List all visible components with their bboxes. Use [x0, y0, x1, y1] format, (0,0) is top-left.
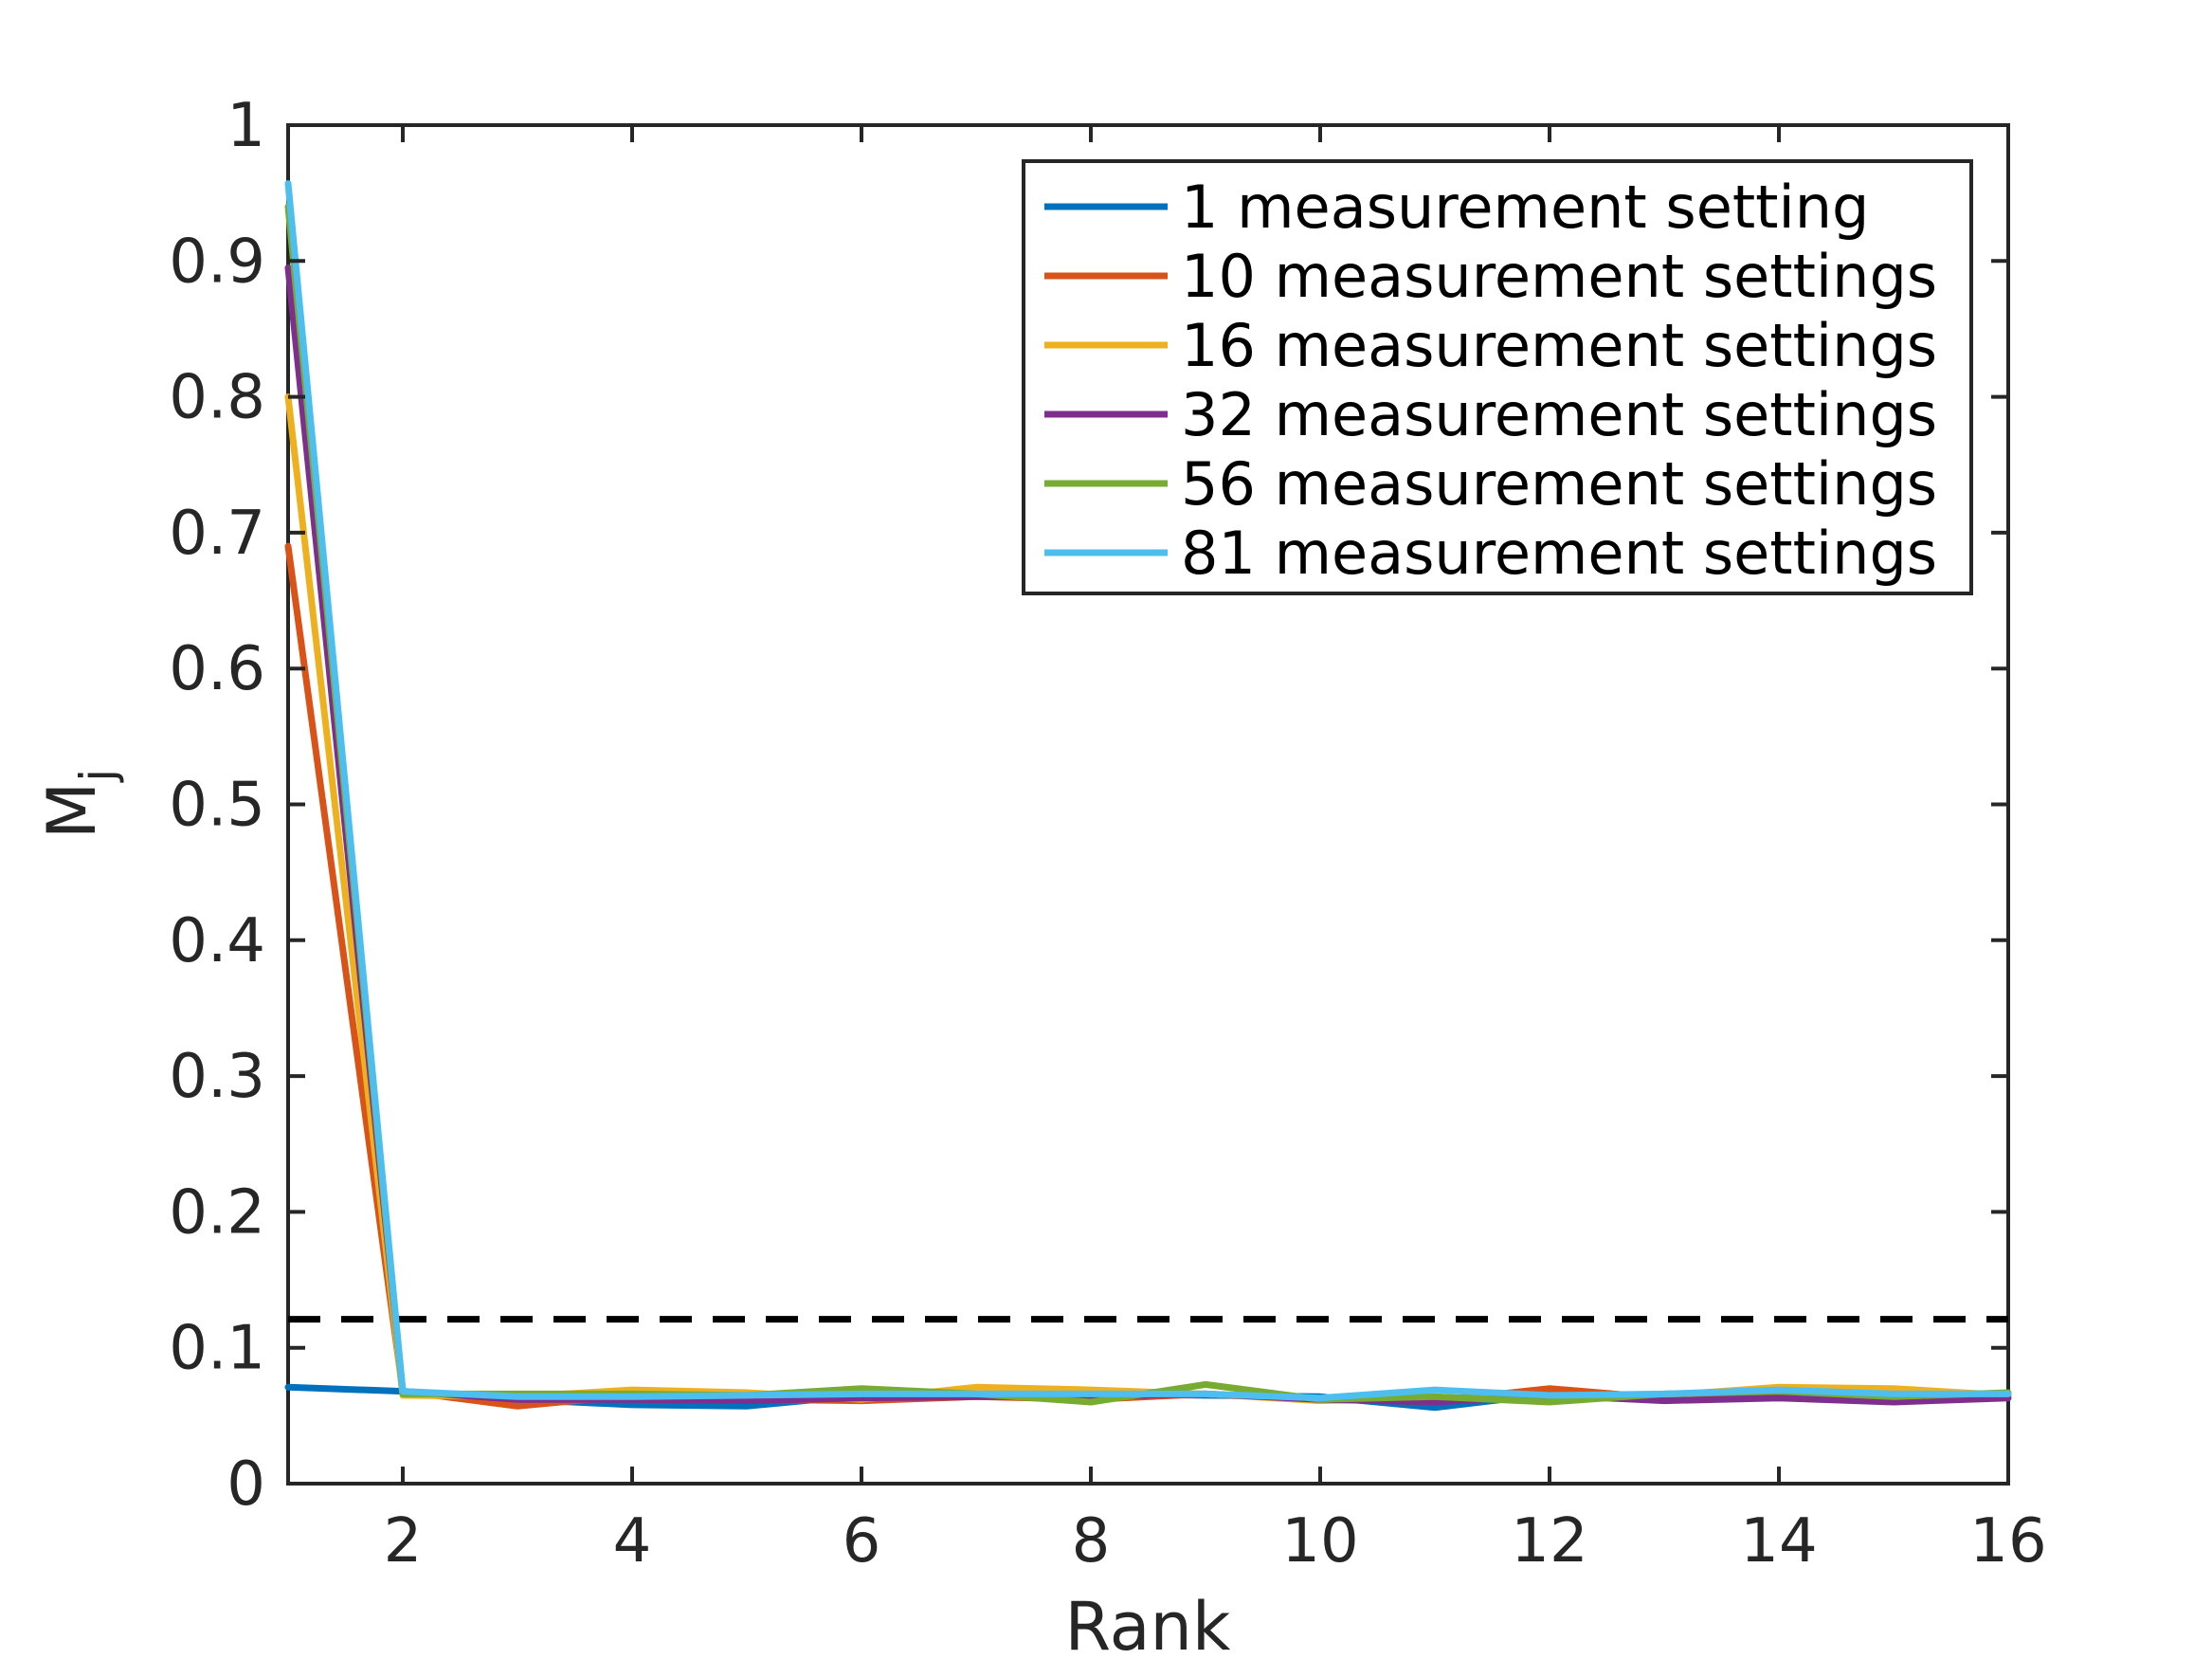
- y-axis-label-main: M: [33, 782, 111, 839]
- legend-label-1: 1 measurement setting: [1181, 173, 1869, 242]
- x-tick-label: 6: [843, 1506, 881, 1577]
- legend-label-6: 81 measurement settings: [1181, 519, 1937, 588]
- x-axis-label: Rank: [1065, 1588, 1231, 1659]
- y-axis-label: Mj: [33, 769, 125, 839]
- y-tick-label: 0: [227, 1449, 265, 1520]
- x-tick-label: 10: [1281, 1506, 1358, 1577]
- x-tick-label: 12: [1511, 1506, 1587, 1577]
- x-tick-label: 2: [384, 1506, 423, 1577]
- legend-label-4: 32 measurement settings: [1181, 380, 1937, 449]
- x-tick-label: 4: [613, 1506, 652, 1577]
- y-tick-label: 0.7: [169, 499, 265, 569]
- x-tick-label: 16: [1969, 1506, 2046, 1577]
- y-tick-label: 0.5: [169, 771, 265, 841]
- series-line-6: [284, 180, 2012, 1402]
- y-tick-label: 1: [227, 91, 265, 161]
- y-tick-label: 0.9: [169, 227, 265, 297]
- legend-box: [1022, 159, 1973, 595]
- y-axis-label-subscript: j: [70, 769, 125, 783]
- legend-label-5: 56 measurement settings: [1181, 449, 1937, 519]
- y-axis-label-group: Mj: [33, 769, 125, 839]
- y-tick-label: 0.1: [169, 1314, 265, 1384]
- legend-label-3: 16 measurement settings: [1181, 311, 1937, 380]
- y-tick-label: 0.6: [169, 634, 265, 704]
- legend-label-2: 10 measurement settings: [1181, 242, 1937, 311]
- y-tick-label: 0.8: [169, 363, 265, 433]
- y-tick-label: 0.4: [169, 906, 265, 976]
- x-tick-label: 8: [1072, 1506, 1111, 1577]
- x-tick-label: 14: [1740, 1506, 1817, 1577]
- y-tick-label: 0.3: [169, 1042, 265, 1112]
- plot-area: [284, 180, 2012, 1412]
- axis-ticks: 00.10.20.30.40.50.60.70.80.912 4 6 8 10 12 14 1…: [169, 91, 2047, 1577]
- y-tick-label: 0.2: [169, 1177, 265, 1248]
